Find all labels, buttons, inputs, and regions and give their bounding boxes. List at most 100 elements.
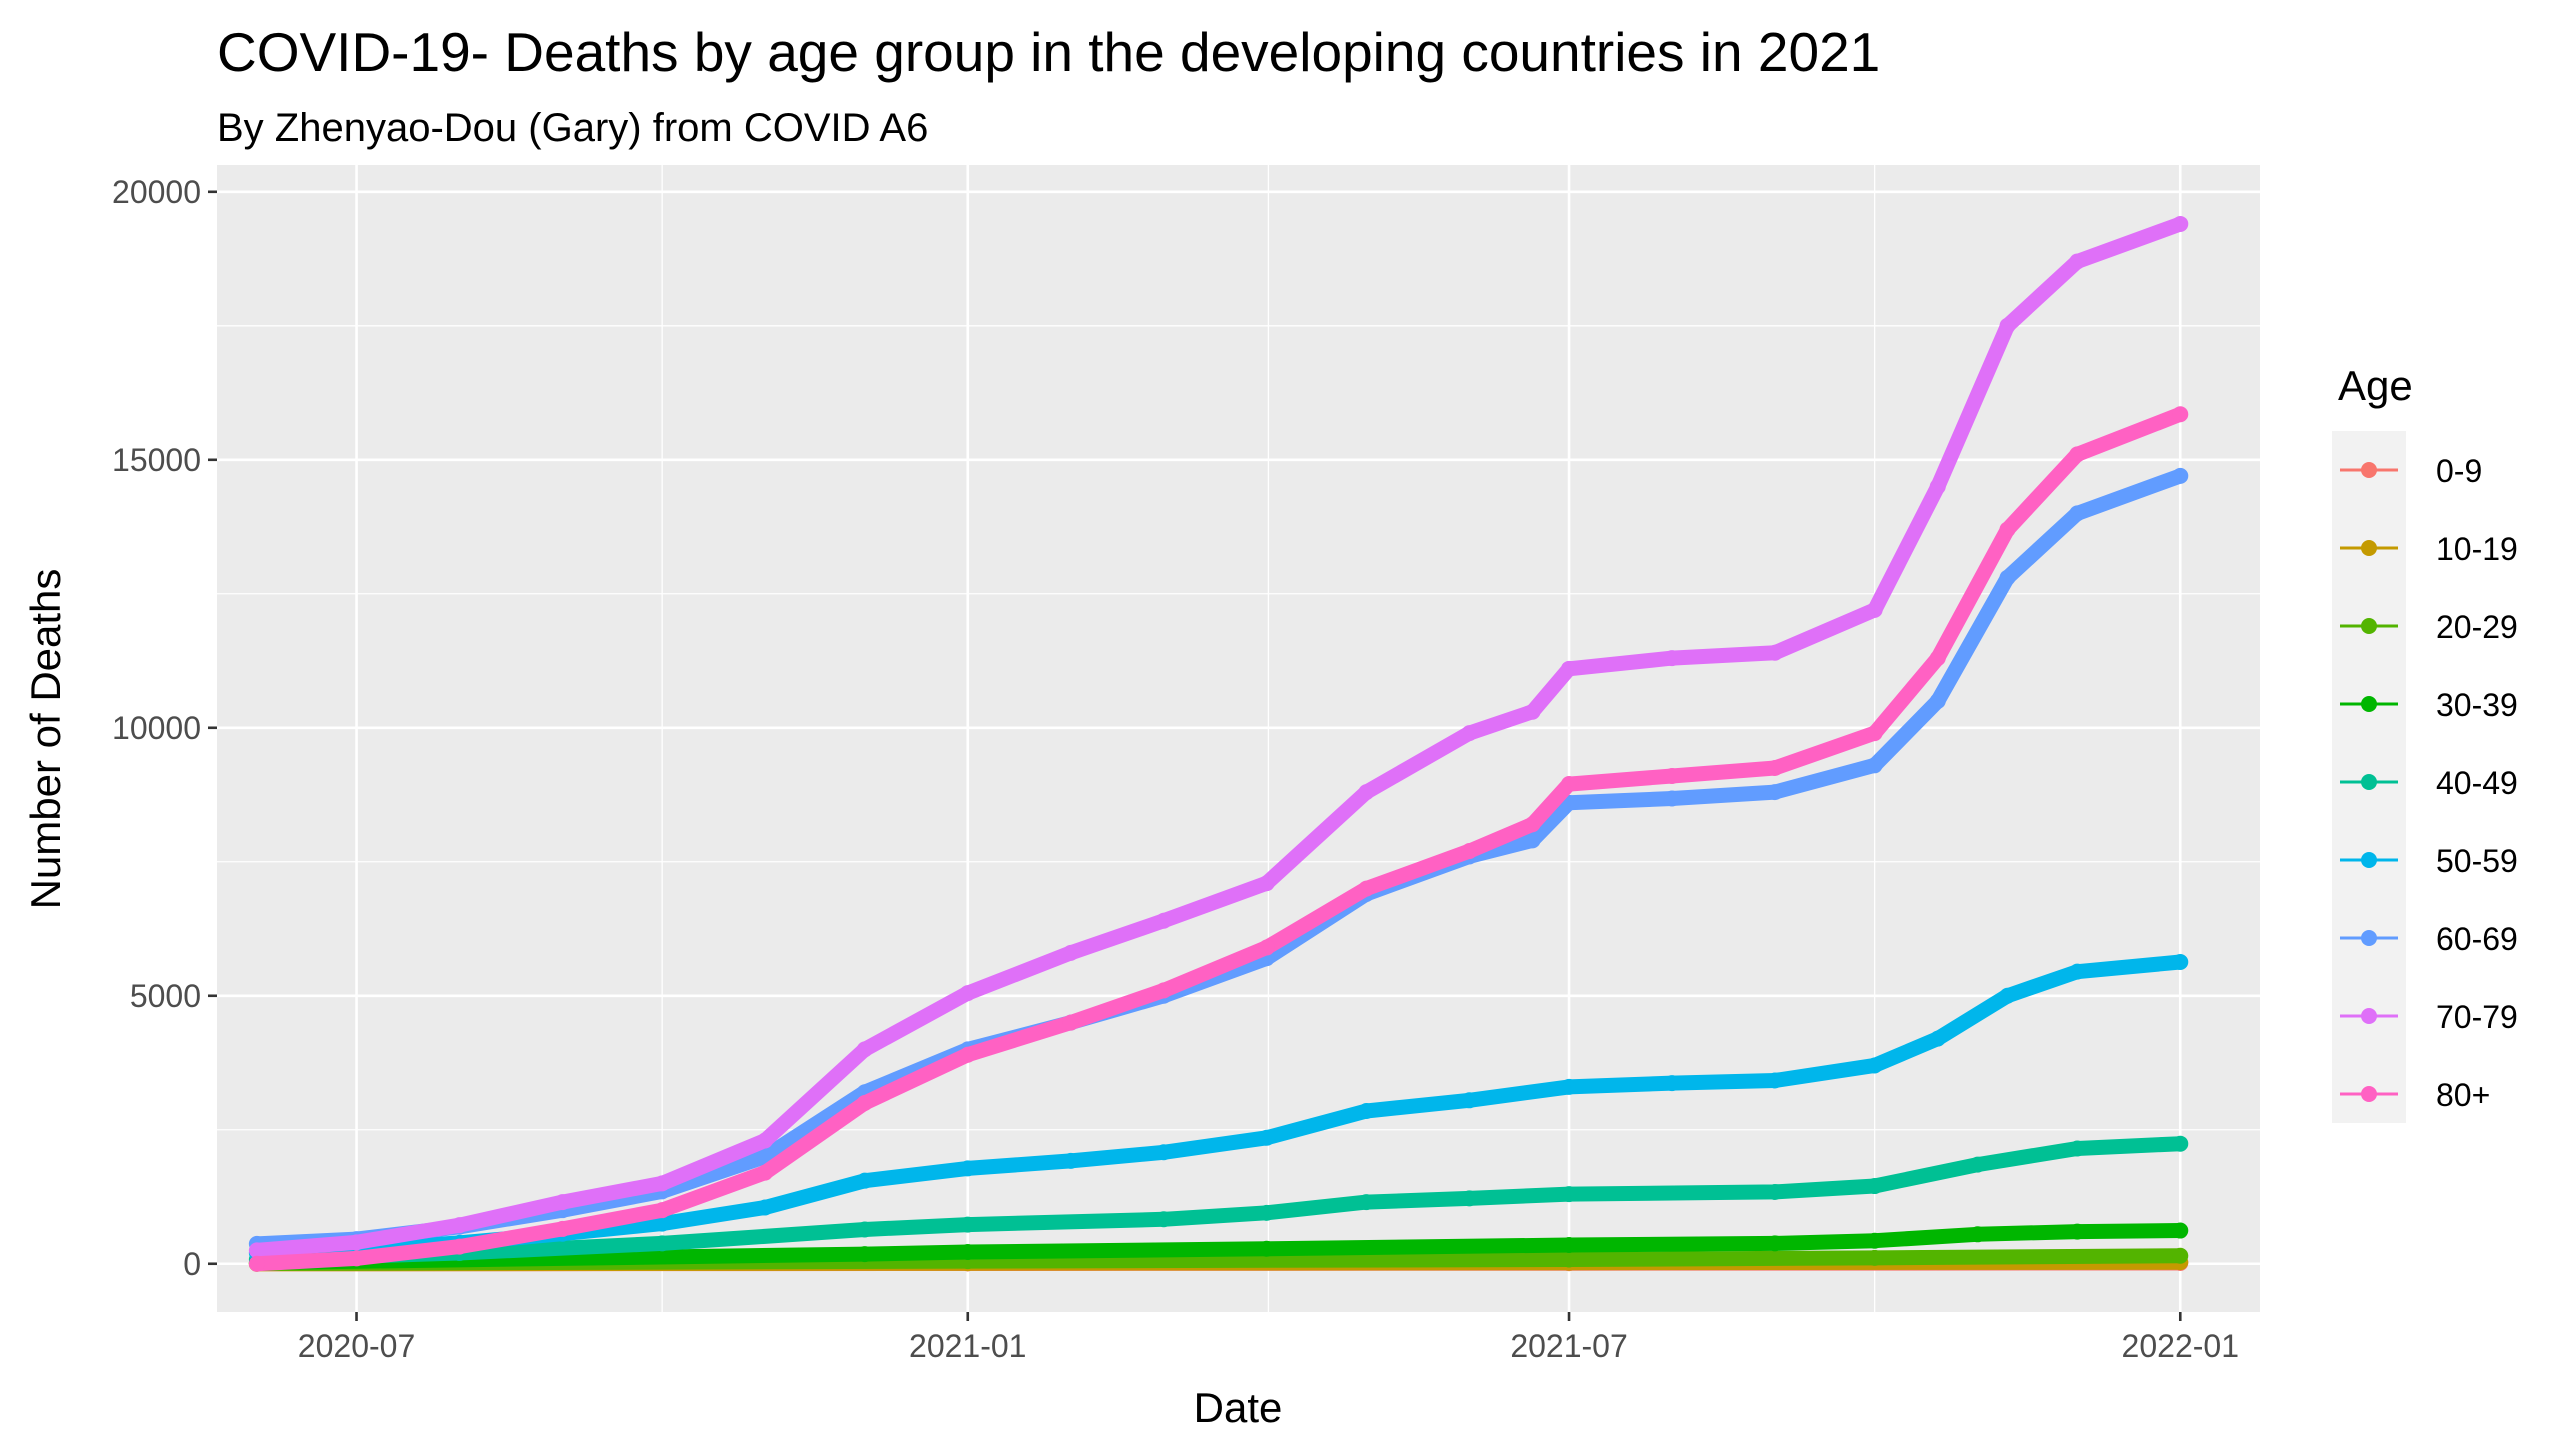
series-70-79 [248, 215, 2189, 1259]
data-point [1561, 1251, 1578, 1268]
data-point [1929, 1030, 1946, 1047]
data-point [1062, 1014, 1079, 1031]
data-point [856, 1094, 873, 1111]
data-point [2069, 1140, 2086, 1157]
legend-label: 40-49 [2436, 765, 2518, 801]
series-40-49 [248, 1135, 2189, 1268]
data-point [1999, 987, 2016, 1004]
data-point [1969, 1226, 1986, 1243]
legend-label: 80+ [2436, 1077, 2490, 1113]
x-tick-label: 2021-07 [1510, 1328, 1627, 1364]
data-point [1155, 1211, 1172, 1228]
data-point [1258, 1240, 1275, 1257]
legend-key-point [2361, 930, 2377, 946]
legend-label: 10-19 [2436, 531, 2518, 567]
data-point [2172, 1135, 2189, 1152]
data-point [2172, 467, 2189, 484]
legend-key-point [2361, 1008, 2377, 1024]
data-point [1664, 768, 1681, 785]
data-point [654, 1235, 671, 1252]
data-point [1866, 725, 1883, 742]
data-point [654, 1202, 671, 1219]
data-point [959, 1046, 976, 1063]
data-point [1766, 784, 1783, 801]
data-point [757, 1132, 774, 1149]
plot-panel [217, 165, 2260, 1312]
data-point [1155, 1144, 1172, 1161]
data-point [2172, 1247, 2189, 1264]
data-point [1866, 757, 1883, 774]
data-point [654, 1215, 671, 1232]
data-point [1929, 650, 1946, 667]
chart-subtitle: By Zhenyao-Dou (Gary) from COVID A6 [217, 106, 928, 150]
data-point [2172, 1222, 2189, 1239]
data-point [1561, 660, 1578, 677]
axes: 0 5000 10000 15000 20000 2020-07 2021-01 2021-0… [112, 174, 2239, 1364]
data-point [1461, 725, 1478, 742]
legend-label: 70-79 [2436, 999, 2518, 1035]
data-point [1062, 1152, 1079, 1169]
legend-key-point [2361, 696, 2377, 712]
chart-title: COVID-19- Deaths by age group in the dev… [217, 21, 1880, 83]
data-point [1155, 982, 1172, 999]
data-point [1999, 521, 2016, 538]
data-point [1561, 776, 1578, 793]
data-point [2069, 446, 2086, 463]
legend-label: 20-29 [2436, 609, 2518, 645]
data-point [1461, 1190, 1478, 1207]
y-axis-title: Number of Deaths [22, 569, 69, 910]
y-tick-label: 0 [183, 1246, 201, 1282]
series-line [249, 216, 2188, 1258]
legend-key-point [2361, 462, 2377, 478]
legend-key-point [2361, 540, 2377, 556]
data-point [1866, 1232, 1883, 1249]
data-point [1524, 816, 1541, 833]
data-point [1866, 601, 1883, 618]
x-tick-label: 2022-01 [2122, 1328, 2239, 1364]
x-axis-title: Date [1194, 1384, 1283, 1431]
data-point [1969, 1156, 1986, 1173]
legend-item: 10-19 [2340, 531, 2518, 567]
legend-label: 60-69 [2436, 921, 2518, 957]
legend-key-point [2361, 852, 2377, 868]
legend: Age 0-9 10-19 20-29 30-39 40-49 50-59 60-69 70-… [2332, 362, 2518, 1123]
data-point [1524, 832, 1541, 849]
data-point [959, 985, 976, 1002]
legend-label: 30-39 [2436, 687, 2518, 723]
data-point [1358, 1103, 1375, 1120]
data-point [2069, 963, 2086, 980]
data-point [1766, 1072, 1783, 1089]
data-point [959, 1216, 976, 1233]
data-point [348, 1234, 365, 1251]
data-point [554, 1194, 571, 1211]
data-point [1664, 790, 1681, 807]
data-point [1461, 843, 1478, 860]
data-point [248, 1242, 265, 1259]
legend-title: Age [2338, 362, 2413, 409]
legend-label: 50-59 [2436, 843, 2518, 879]
series-layer [248, 215, 2189, 1272]
legend-item: 40-49 [2340, 765, 2518, 801]
data-point [757, 1199, 774, 1216]
data-point [1766, 644, 1783, 661]
data-point [1766, 1183, 1783, 1200]
data-point [1358, 880, 1375, 897]
y-tick-label: 15000 [112, 442, 201, 478]
y-tick-label: 5000 [130, 978, 201, 1014]
data-point [1999, 569, 2016, 586]
data-point [1929, 692, 1946, 709]
legend-item: 30-39 [2340, 687, 2518, 723]
data-point [757, 1164, 774, 1181]
data-point [1258, 1204, 1275, 1221]
data-point [1866, 1057, 1883, 1074]
y-tick-label: 10000 [112, 710, 201, 746]
y-tick-label: 20000 [112, 174, 201, 210]
data-point [959, 1243, 976, 1260]
data-point [554, 1220, 571, 1237]
data-point [2069, 505, 2086, 522]
data-point [1358, 784, 1375, 801]
data-point [1766, 1235, 1783, 1252]
data-point [1929, 478, 1946, 495]
data-point [1524, 703, 1541, 720]
legend-item: 20-29 [2340, 609, 2518, 645]
